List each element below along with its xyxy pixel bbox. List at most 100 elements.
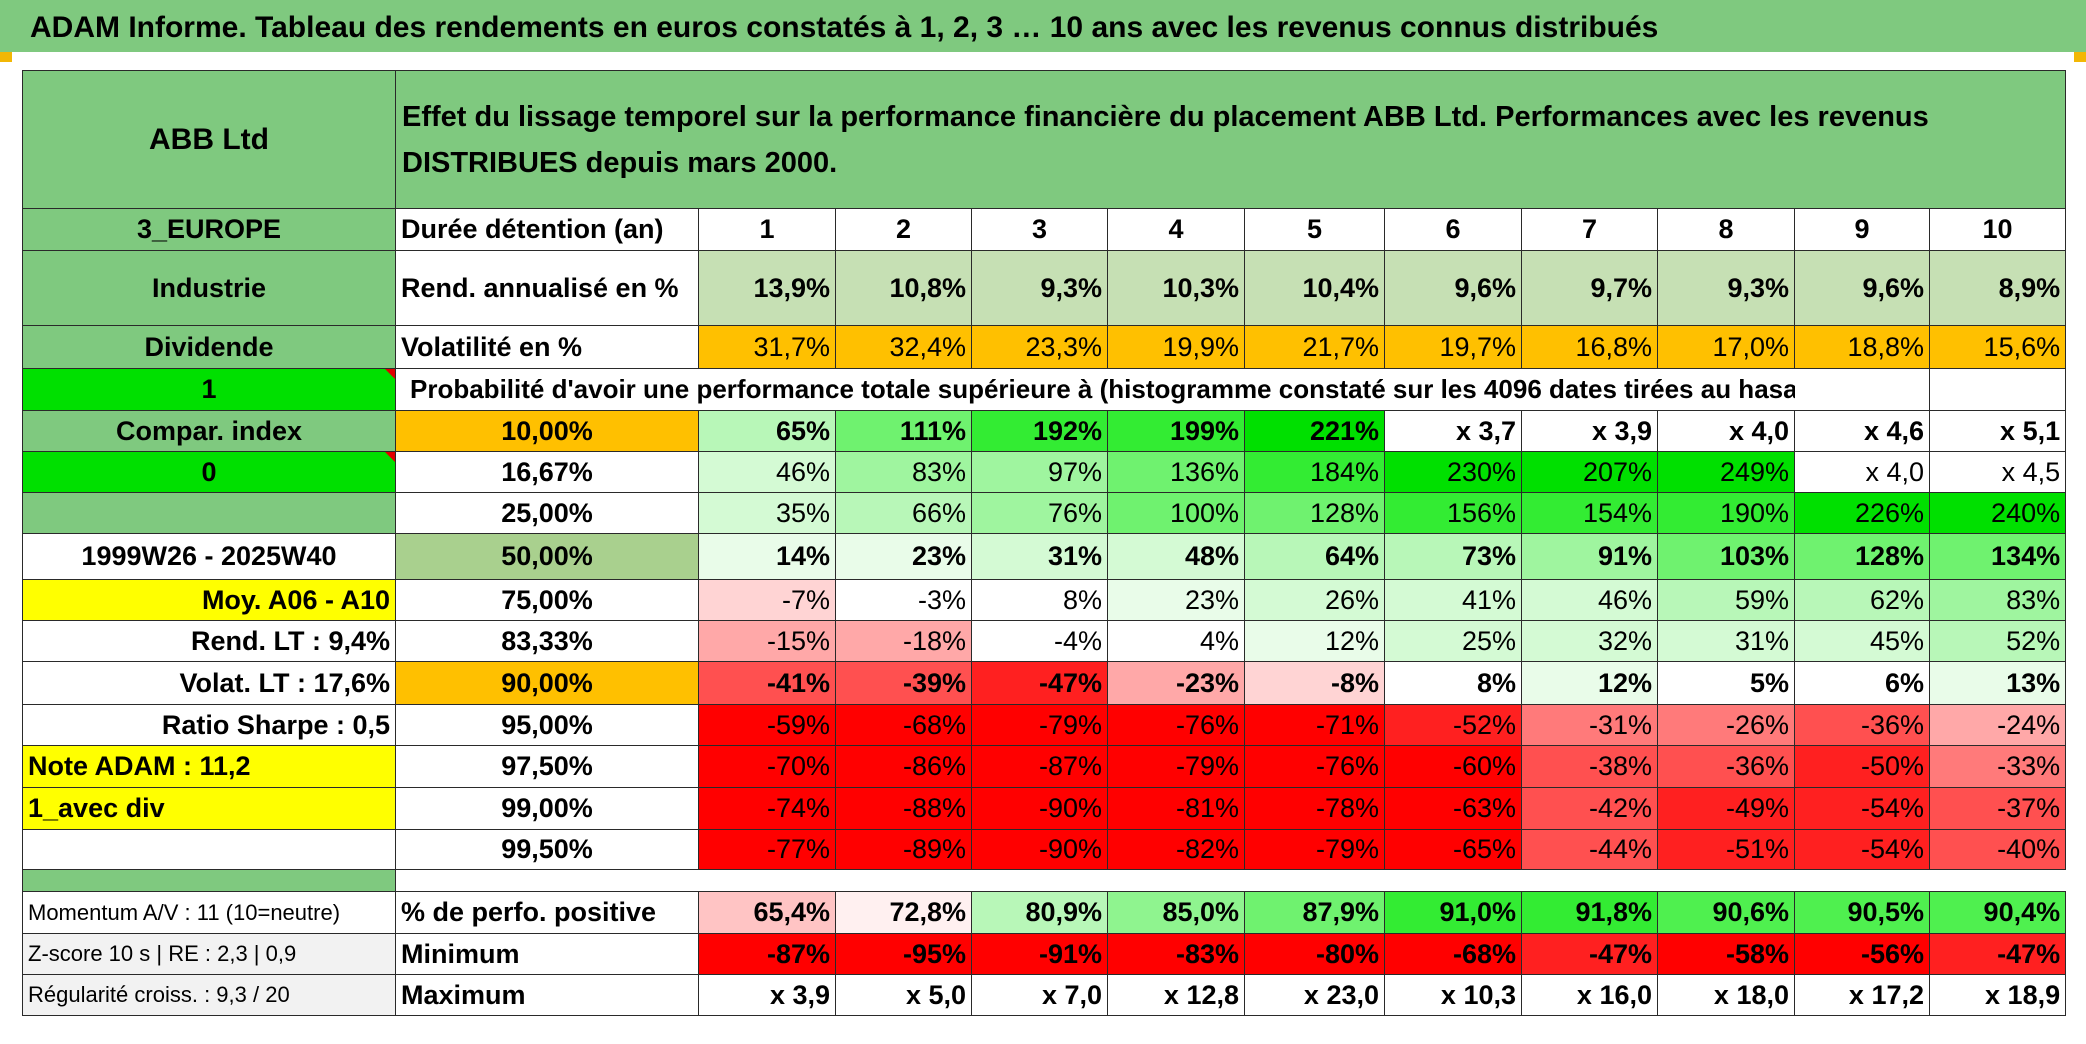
quantile-value: -90% [971, 787, 1108, 830]
positive-performance-row: Momentum A/V : 11 (10=neutre)% de perfo.… [22, 891, 2067, 934]
quantile-value: -54% [1794, 829, 1930, 870]
quantile-value: -39% [835, 661, 972, 705]
quantile-value: 25% [1384, 620, 1522, 662]
quantile-value: 190% [1657, 492, 1795, 534]
quantile-value: -70% [698, 745, 836, 788]
quantile-value: 23% [1107, 579, 1245, 621]
quantile-value: 66% [835, 492, 972, 534]
quantile-value: -31% [1521, 704, 1658, 746]
quantile-value: 64% [1244, 533, 1385, 580]
empty-cell [22, 869, 396, 892]
quantile-value: -36% [1657, 745, 1795, 788]
quantile-value: 4% [1107, 620, 1245, 662]
quantile-value: -79% [1244, 829, 1385, 870]
quantile-value: -3% [835, 579, 972, 621]
empty-cell [394, 869, 2066, 892]
quantile-value: -49% [1657, 787, 1795, 830]
sharpe-ratio: Ratio Sharpe : 0,5 [22, 704, 396, 746]
quantile-value: -26% [1657, 704, 1795, 746]
regularity-label: Régularité croiss. : 9,3 / 20 [22, 974, 396, 1016]
performance-table: ABB Ltd Effet du lissage temporel sur la … [22, 70, 2067, 1016]
empty-cell [1928, 368, 2067, 411]
quantile-value: 136% [1107, 451, 1245, 493]
quantile-value: 23% [835, 533, 972, 580]
quantile-value: -42% [1521, 787, 1658, 830]
volatility-value: 16,8% [1521, 325, 1658, 369]
year-header: 6 [1384, 208, 1522, 251]
quantile-value: x 4,5 [1928, 451, 2067, 493]
quantile-value: 128% [1794, 533, 1930, 580]
long-term-return: Rend. LT : 9,4% [22, 620, 396, 662]
quantile-value: 12% [1521, 661, 1658, 705]
quantile-value: -8% [1244, 661, 1385, 705]
quantile-value: -87% [971, 745, 1108, 788]
quantile-row: Note ADAM : 11,2 97,50% -70% -86% -87% -79% -7… [22, 745, 2067, 788]
quantile-value: 48% [1107, 533, 1245, 580]
zscore-label: Z-score 10 s | RE : 2,3 | 0,9 [22, 933, 396, 975]
quantile-value: 192% [971, 410, 1108, 452]
year-header: 8 [1657, 208, 1795, 251]
annual-return-value: 10,4% [1244, 250, 1385, 326]
corner-marker-icon [0, 52, 12, 62]
quantile-value: x 4,0 [1657, 410, 1795, 452]
quantile-value: 31% [1657, 620, 1795, 662]
volatility-value: 32,4% [835, 325, 972, 369]
quantile-value: 103% [1657, 533, 1795, 580]
quantile-value: -33% [1928, 745, 2067, 788]
quantile-label: 90,00% [395, 661, 699, 705]
quantile-value: -88% [835, 787, 972, 830]
quantile-value: 52% [1928, 620, 2067, 662]
quantile-value: 83% [835, 451, 972, 493]
annual-return-value: 9,7% [1521, 250, 1658, 326]
quantile-value: 199% [1107, 410, 1245, 452]
quantile-value: -47% [971, 661, 1108, 705]
quantile-value: 134% [1928, 533, 2067, 580]
minimum-value: -91% [971, 933, 1108, 975]
year-header: 2 [835, 208, 972, 251]
quantile-value: 46% [1521, 579, 1658, 621]
quantile-value: -40% [1928, 829, 2067, 870]
annual-return-label: Rend. annualisé en % [395, 250, 699, 326]
positive-performance-value: 91,8% [1521, 891, 1658, 934]
quantile-value: 8% [971, 579, 1108, 621]
quantile-value: -52% [1384, 704, 1522, 746]
volatility-label: Volatilité en % [395, 325, 699, 369]
empty-cell [22, 492, 396, 534]
quantile-row: Ratio Sharpe : 0,5 95,00% -59% -68% -79% -76%… [22, 704, 2067, 746]
minimum-value: -87% [698, 933, 836, 975]
quantile-label: 99,00% [395, 787, 699, 830]
quantile-value: 26% [1244, 579, 1385, 621]
maximum-value: x 7,0 [971, 974, 1108, 1016]
probability-header-row: 1 Probabilité d'avoir une performance tot… [22, 368, 2067, 411]
quantile-value: -50% [1794, 745, 1930, 788]
maximum-label: Maximum [395, 974, 699, 1016]
quantile-label: 75,00% [395, 579, 699, 621]
quantile-label: 83,33% [395, 620, 699, 662]
annual-return-row: Industrie Rend. annualisé en % 13,9% 10,8% 9… [22, 250, 2067, 326]
quantile-value: -79% [971, 704, 1108, 746]
positive-performance-value: 87,9% [1244, 891, 1385, 934]
quantile-value: 184% [1244, 451, 1385, 493]
annual-return-value: 9,3% [971, 250, 1108, 326]
quantile-value: 65% [698, 410, 836, 452]
quantile-label: 10,00% [395, 410, 699, 452]
quantile-value: -15% [698, 620, 836, 662]
quantile-value: -54% [1794, 787, 1930, 830]
corner-marker-icon [2074, 52, 2086, 62]
annual-return-value: 10,3% [1107, 250, 1245, 326]
duration-label: Durée détention (an) [395, 208, 699, 251]
quantile-row: Rend. LT : 9,4% 83,33% -15% -18% -4% 4% 12% 25%… [22, 620, 2067, 662]
minimum-label: Minimum [395, 933, 699, 975]
quantile-value: -65% [1384, 829, 1522, 870]
positive-performance-value: 72,8% [835, 891, 972, 934]
volatility-value: 18,8% [1794, 325, 1930, 369]
quantile-value: -36% [1794, 704, 1930, 746]
quantile-value: -59% [698, 704, 836, 746]
empty-cell [22, 829, 396, 870]
header-row: ABB Ltd Effet du lissage temporel sur la … [22, 70, 2067, 209]
quantile-value: 46% [698, 451, 836, 493]
maximum-value: x 23,0 [1244, 974, 1385, 1016]
maximum-value: x 18,0 [1657, 974, 1795, 1016]
maximum-value: x 16,0 [1521, 974, 1658, 1016]
flag-one: 1 [22, 368, 396, 411]
